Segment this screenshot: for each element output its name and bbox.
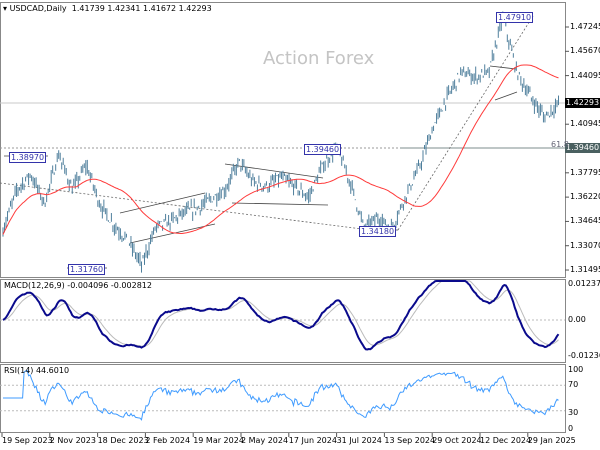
date-axis-label: 31 Jul 2024: [336, 436, 382, 445]
level-price-tag: 1.39460: [565, 143, 600, 153]
ohlc-values: 1.41739 1.42341 1.41672 1.42293: [71, 4, 212, 13]
price-axis-label: 1.34645: [570, 216, 600, 226]
annotation-low-1: 1.31760: [68, 264, 106, 275]
price-axis-label: 1.33070: [570, 240, 600, 250]
macd-panel-frame: [0, 279, 566, 363]
date-axis-label: 13 Sep 2024: [384, 436, 436, 445]
rsi-panel-frame: [0, 364, 566, 433]
date-axis-label: 2 Feb 2024: [145, 436, 191, 445]
macd-axis-top: 0.012375: [568, 279, 600, 288]
rsi-label: RSI(14) 44.6010: [4, 366, 70, 375]
date-axis-label: 19 Sep 2023: [2, 436, 53, 445]
price-axis-label: 1.40945: [570, 119, 600, 129]
date-axis-label: 29 Jan 2025: [527, 436, 576, 445]
annotation-high-3: 1.47910: [496, 12, 534, 23]
rsi-axis-30: 30: [568, 408, 579, 417]
main-panel-frame: [0, 2, 566, 278]
trendline: [489, 65, 517, 70]
watermark: Action Forex: [263, 48, 375, 69]
annotation-high-2: 1.39460: [304, 144, 342, 155]
date-axis-label: 18 Dec 2023: [97, 436, 149, 445]
date-axis-label: 29 Oct 2024: [432, 436, 482, 445]
symbol-name: USDCAD,Daily: [9, 4, 67, 13]
rsi-axis-0: 0: [568, 424, 574, 433]
menu-triangle-icon[interactable]: ▾: [3, 4, 8, 13]
symbol-header: ▾ USDCAD,Daily 1.41739 1.42341 1.41672 1…: [3, 4, 212, 13]
price-axis-label: 1.37795: [570, 167, 600, 177]
macd-axis-zero: 0.00: [568, 315, 586, 324]
trendline: [0, 182, 363, 230]
trendline: [129, 223, 216, 244]
price-axis-label: 1.45670: [570, 46, 600, 56]
current-price-tag: 1.42293: [565, 98, 600, 108]
price-axis-label: 1.31495: [570, 265, 600, 275]
trendline: [494, 91, 518, 101]
rsi-line: [3, 369, 559, 421]
date-axis-label: 12 Dec 2024: [480, 436, 532, 445]
macd-line: [2, 280, 560, 351]
trendline: [397, 15, 534, 231]
date-axis-label: 2 Nov 2023: [49, 436, 96, 445]
trendline: [231, 202, 329, 206]
date-axis-label: 2 May 2024: [241, 436, 289, 445]
annotation-high-1: 1.38970: [9, 152, 47, 163]
date-axis-label: 19 Mar 2024: [193, 436, 244, 445]
rsi-axis-70: 70: [568, 380, 579, 389]
trendline: [224, 163, 324, 179]
trendline: [119, 192, 206, 214]
annotation-low-2: 1.34180: [359, 226, 397, 237]
macd-axis-bottom: -0.012367: [568, 351, 600, 360]
macd-label: MACD(12,26,9) -0.004096 -0.002812: [4, 281, 152, 290]
fib-label: 61.8: [551, 140, 569, 149]
price-axis-label: 1.47245: [570, 22, 600, 31]
price-axis-label: 1.36220: [570, 192, 600, 202]
moving-average-line: [2, 64, 559, 235]
date-axis-label: 17 Jun 2024: [288, 436, 337, 445]
rsi-axis-100: 100: [568, 365, 584, 374]
price-axis-label: 1.44095: [570, 70, 600, 80]
